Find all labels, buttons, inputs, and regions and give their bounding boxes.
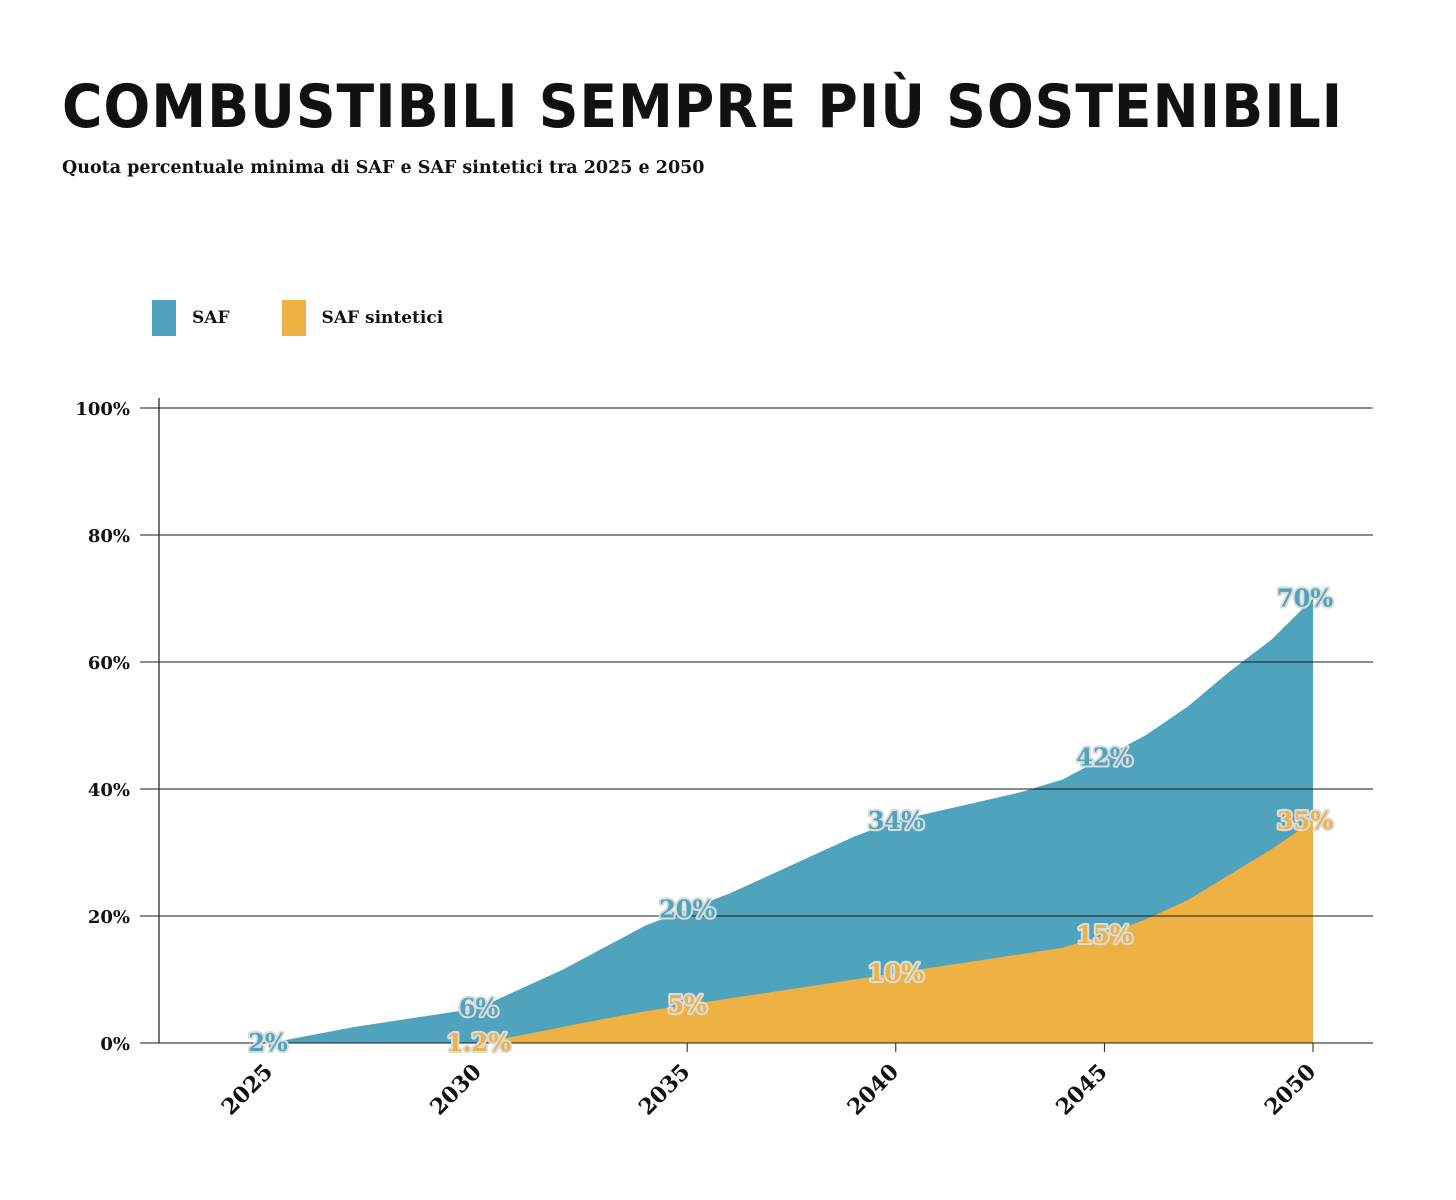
chart-subtitle: Quota percentuale minima di SAF e SAF si… <box>62 158 705 178</box>
y-tick-label: 40% <box>88 780 130 801</box>
x-tick-label: 2035 <box>634 1059 696 1121</box>
data-label-saf-sintetici: 15% <box>1076 920 1132 949</box>
y-tick-label: 80% <box>88 526 130 547</box>
legend-label-saf: SAF <box>192 308 230 328</box>
x-tick-label: 2045 <box>1051 1059 1113 1121</box>
data-label-saf-sintetici: 35% <box>1277 806 1333 835</box>
data-label-saf-sintetici: 5% <box>667 990 707 1019</box>
x-tick-label: 2050 <box>1260 1059 1322 1121</box>
data-label-saf: 70% <box>1277 584 1333 613</box>
legend-item-saf-sintetici: SAF sintetici <box>281 300 444 336</box>
legend-item-saf: SAF <box>152 300 230 336</box>
y-tick-label: 60% <box>88 653 130 674</box>
data-label-saf: 2% <box>248 1028 288 1057</box>
legend-label-saf-sintetici: SAF sintetici <box>321 308 444 328</box>
y-tick-label: 100% <box>75 399 130 420</box>
y-tick-label: 0% <box>100 1034 130 1055</box>
data-label-saf: 6% <box>459 993 499 1022</box>
area-saf <box>270 598 1313 1043</box>
x-tick-label: 2040 <box>842 1059 904 1121</box>
legend-swatch-saf <box>152 300 176 336</box>
legend-swatch-saf-sintetici <box>281 300 306 336</box>
data-label-saf: 34% <box>868 806 924 835</box>
data-label-saf: 42% <box>1076 742 1132 771</box>
legend: SAF SAF sintetici <box>152 300 495 336</box>
data-label-saf-sintetici: 1.2% <box>446 1028 511 1057</box>
chart-title: COMBUSTIBILI SEMPRE PIÙ SOSTENIBILI <box>62 72 1344 142</box>
area-saf-sintetici <box>270 820 1313 1043</box>
x-tick-label: 2030 <box>425 1059 487 1121</box>
data-label-saf: 20% <box>659 895 715 924</box>
x-tick-label: 2025 <box>217 1059 279 1121</box>
data-label-saf-sintetici: 10% <box>868 958 924 987</box>
y-tick-label: 20% <box>88 907 130 928</box>
